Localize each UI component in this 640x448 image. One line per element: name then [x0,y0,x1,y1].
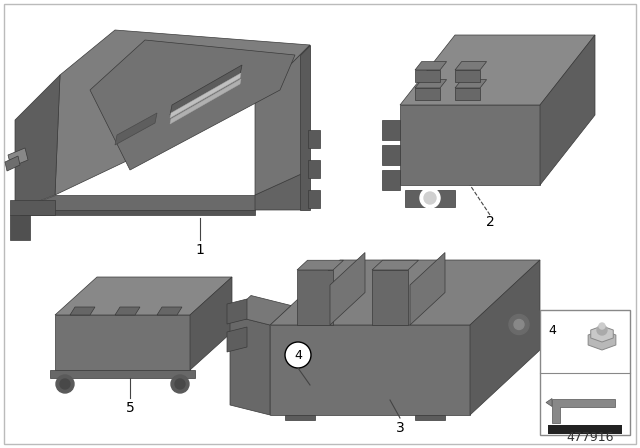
Polygon shape [270,260,540,325]
Polygon shape [190,277,232,370]
Polygon shape [230,315,270,415]
Polygon shape [410,253,445,325]
Polygon shape [15,195,255,210]
Text: 2: 2 [486,215,494,229]
Polygon shape [400,105,540,185]
Text: 477916: 477916 [566,431,614,444]
Polygon shape [308,160,320,178]
Polygon shape [285,415,315,420]
Polygon shape [50,370,195,378]
Polygon shape [157,307,182,315]
Polygon shape [415,80,447,88]
Circle shape [424,192,436,204]
Circle shape [599,323,605,329]
Circle shape [285,342,311,368]
Polygon shape [170,65,242,115]
Polygon shape [8,148,28,167]
Polygon shape [330,253,365,325]
Polygon shape [170,79,241,124]
Text: 1: 1 [196,243,204,257]
Circle shape [175,379,185,389]
Polygon shape [546,399,552,406]
Polygon shape [588,330,616,350]
Polygon shape [115,113,157,145]
Polygon shape [15,75,60,210]
Polygon shape [382,120,400,140]
Circle shape [171,375,189,393]
Polygon shape [10,215,30,240]
Polygon shape [55,277,232,315]
Polygon shape [115,307,140,315]
Polygon shape [372,270,408,325]
Text: 4: 4 [294,349,302,362]
Polygon shape [591,326,613,342]
Polygon shape [308,130,320,148]
Polygon shape [455,70,480,82]
Polygon shape [415,88,440,100]
Text: 3: 3 [396,421,404,435]
Bar [540,310,630,435]
Polygon shape [227,327,247,352]
Polygon shape [415,62,447,70]
Circle shape [420,188,440,208]
Polygon shape [297,260,344,270]
Circle shape [514,319,524,329]
Polygon shape [372,260,419,270]
Text: 5: 5 [125,401,134,415]
Polygon shape [170,73,241,118]
Polygon shape [415,70,440,82]
Polygon shape [255,170,310,210]
Polygon shape [270,325,470,415]
Polygon shape [455,62,486,70]
Polygon shape [455,88,480,100]
Polygon shape [300,45,310,210]
Circle shape [56,375,74,393]
Polygon shape [552,399,615,422]
Polygon shape [540,35,595,185]
Text: 4: 4 [548,324,556,337]
Polygon shape [230,296,291,325]
Polygon shape [227,299,247,324]
Circle shape [60,379,70,389]
Polygon shape [255,45,310,195]
Polygon shape [55,30,310,195]
Polygon shape [400,35,595,105]
Polygon shape [90,40,295,170]
Bar [548,425,622,434]
Polygon shape [382,145,400,165]
Polygon shape [10,200,55,215]
Polygon shape [297,270,333,325]
Polygon shape [55,315,190,370]
Polygon shape [20,210,255,215]
Circle shape [509,314,529,335]
Polygon shape [470,260,540,415]
Polygon shape [415,415,445,420]
Polygon shape [405,190,455,207]
Polygon shape [5,156,20,171]
Circle shape [597,325,607,335]
Polygon shape [455,80,486,88]
Polygon shape [382,170,400,190]
Polygon shape [308,190,320,208]
Polygon shape [70,307,95,315]
